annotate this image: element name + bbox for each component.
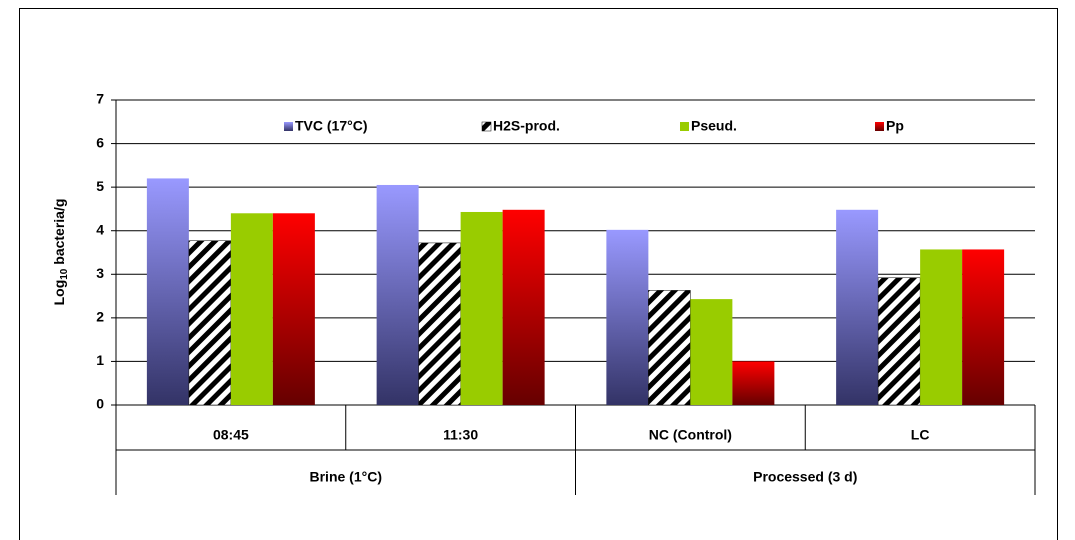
y-tick-label: 1 xyxy=(96,352,104,368)
legend-swatch xyxy=(284,122,293,131)
y-tick-label: 2 xyxy=(96,309,104,325)
group-label: Brine (1°C) xyxy=(310,469,383,485)
y-tick-label: 6 xyxy=(96,134,104,150)
bar xyxy=(836,209,879,405)
y-tick-label: 5 xyxy=(96,178,104,194)
y-label-part: Log xyxy=(51,280,67,306)
x-tick-label: NC (Control) xyxy=(649,427,732,443)
legend-swatch xyxy=(875,122,884,131)
bar xyxy=(230,213,273,405)
x-tick-label: 08:45 xyxy=(213,427,249,443)
bar xyxy=(920,249,963,405)
legend-label: TVC (17°C) xyxy=(295,118,368,134)
legend-label: Pp xyxy=(886,118,904,134)
legend-label: Pseud. xyxy=(691,118,737,134)
y-axis-label: Log10 bacteria/g xyxy=(51,199,70,306)
bar xyxy=(376,184,419,405)
bar xyxy=(606,229,649,405)
y-tick-label: 7 xyxy=(96,91,104,107)
bar xyxy=(460,211,503,405)
bar xyxy=(877,277,921,406)
group-label: Processed (3 d) xyxy=(753,469,857,485)
bar xyxy=(502,209,545,405)
bar xyxy=(146,178,189,405)
x-tick-label: LC xyxy=(911,427,930,443)
legend-swatch xyxy=(680,122,689,131)
legend-label: H2S-prod. xyxy=(493,118,560,134)
bar xyxy=(648,290,691,406)
y-label-part: bacteria/g xyxy=(51,199,67,269)
bar xyxy=(272,213,315,405)
bar xyxy=(962,249,1005,405)
y-tick-label: 0 xyxy=(96,396,104,412)
bar xyxy=(418,242,461,406)
legend-swatch xyxy=(481,121,492,132)
y-label-sub: 10 xyxy=(59,268,70,280)
bar xyxy=(690,299,733,405)
y-tick-label: 3 xyxy=(96,265,104,281)
bar xyxy=(188,240,232,406)
x-tick-label: 11:30 xyxy=(443,427,478,443)
y-tick-label: 4 xyxy=(96,221,104,237)
bar xyxy=(732,361,775,405)
